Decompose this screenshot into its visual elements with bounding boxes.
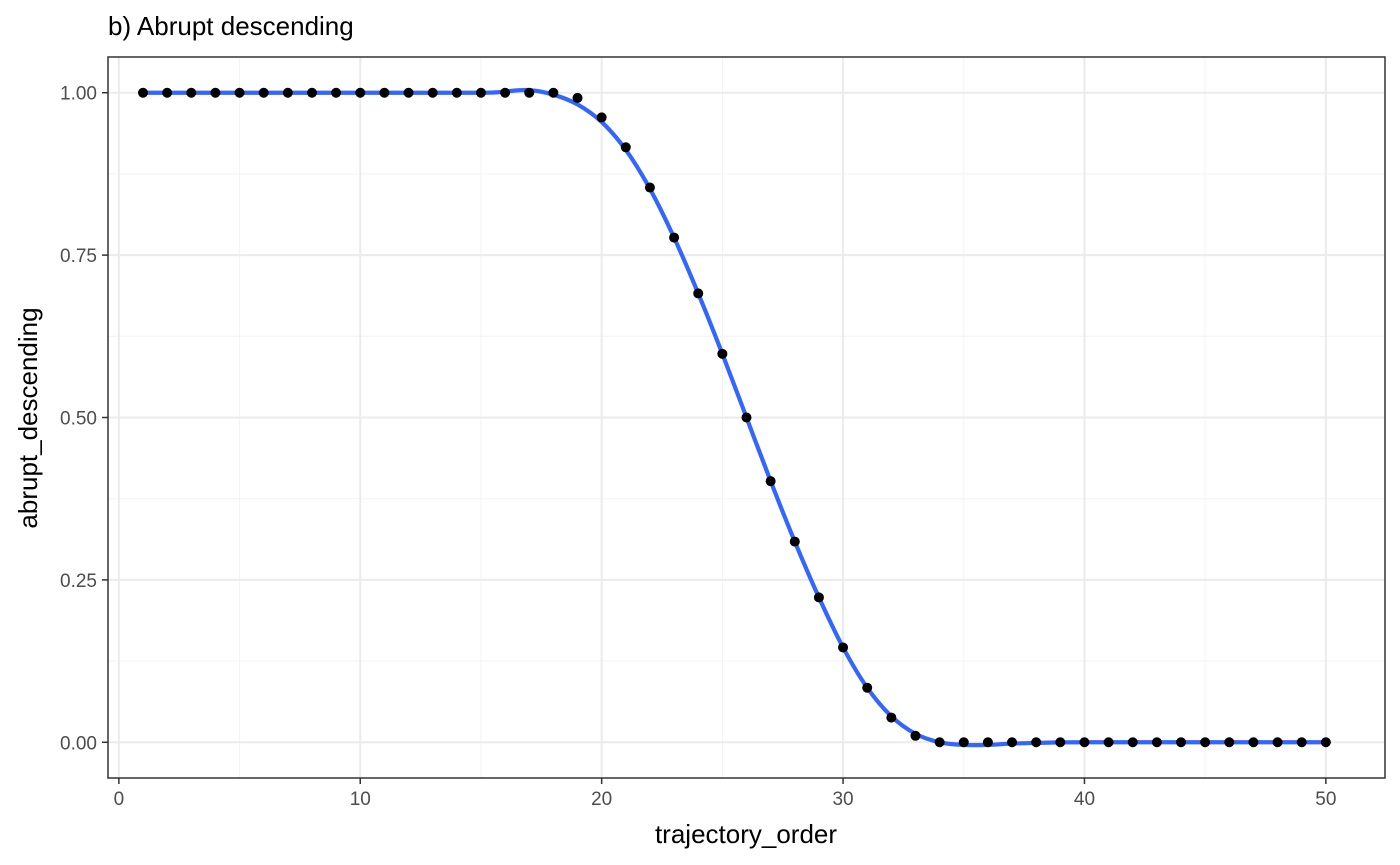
x-tick-label: 40 (1074, 789, 1095, 810)
data-point (1224, 737, 1235, 748)
data-point (1320, 737, 1331, 748)
data-point (282, 87, 293, 98)
data-point (427, 87, 438, 98)
y-tick-label: 0.25 (60, 571, 97, 592)
data-point (524, 87, 535, 98)
data-point (1103, 737, 1114, 748)
data-point (1272, 737, 1283, 748)
data-point (1127, 737, 1138, 748)
data-point (1176, 737, 1187, 748)
data-point (934, 737, 945, 748)
x-tick-label: 10 (350, 789, 371, 810)
y-axis: 0.00 0.25 0.50 0.75 1.00 (60, 84, 108, 754)
x-tick-label: 20 (591, 789, 612, 810)
data-point (1200, 737, 1211, 748)
smooth-line (140, 87, 1328, 748)
data-point (693, 288, 704, 299)
data-point (1248, 737, 1259, 748)
chart-title: b) Abrupt descending (108, 11, 354, 41)
data-point (451, 87, 462, 98)
data-point (1031, 737, 1042, 748)
x-tick-label: 0 (114, 789, 125, 810)
data-point (741, 412, 752, 423)
data-point (765, 476, 776, 487)
data-point (379, 87, 390, 98)
points-layer (138, 87, 1331, 748)
data-point (596, 112, 607, 123)
data-point (1007, 737, 1018, 748)
data-point (669, 232, 680, 243)
data-point (162, 87, 173, 98)
data-point (403, 87, 414, 98)
y-tick-label: 0.50 (60, 409, 97, 430)
data-point (331, 87, 342, 98)
data-point (210, 87, 221, 98)
x-axis-title: trajectory_order (655, 819, 837, 849)
y-axis-title: abrupt_descending (13, 307, 43, 528)
data-point (475, 87, 486, 98)
x-tick-label: 50 (1315, 789, 1336, 810)
data-point (548, 87, 559, 98)
data-point (1296, 737, 1307, 748)
data-point (1151, 737, 1162, 748)
data-point (306, 87, 317, 98)
y-tick-label: 0.00 (60, 733, 97, 754)
data-point (572, 92, 583, 103)
data-point (186, 87, 197, 98)
data-point (886, 712, 897, 723)
smooth-line-layer (140, 87, 1328, 748)
data-point (138, 87, 149, 98)
data-point (958, 737, 969, 748)
data-point (258, 87, 269, 98)
data-point (982, 737, 993, 748)
x-axis: 0 10 20 30 40 50 (114, 778, 1336, 810)
data-point (789, 536, 800, 547)
data-point (500, 87, 511, 98)
data-point (717, 348, 728, 359)
y-tick-label: 0.75 (60, 246, 97, 267)
data-point (620, 142, 631, 153)
x-tick-label: 30 (832, 789, 853, 810)
data-point (838, 642, 849, 653)
data-point (1055, 737, 1066, 748)
data-point (1079, 737, 1090, 748)
data-point (355, 87, 366, 98)
data-point (644, 182, 655, 193)
data-point (910, 730, 921, 741)
data-point (862, 682, 873, 693)
y-tick-label: 1.00 (60, 84, 97, 105)
data-point (234, 87, 245, 98)
data-point (813, 592, 824, 603)
